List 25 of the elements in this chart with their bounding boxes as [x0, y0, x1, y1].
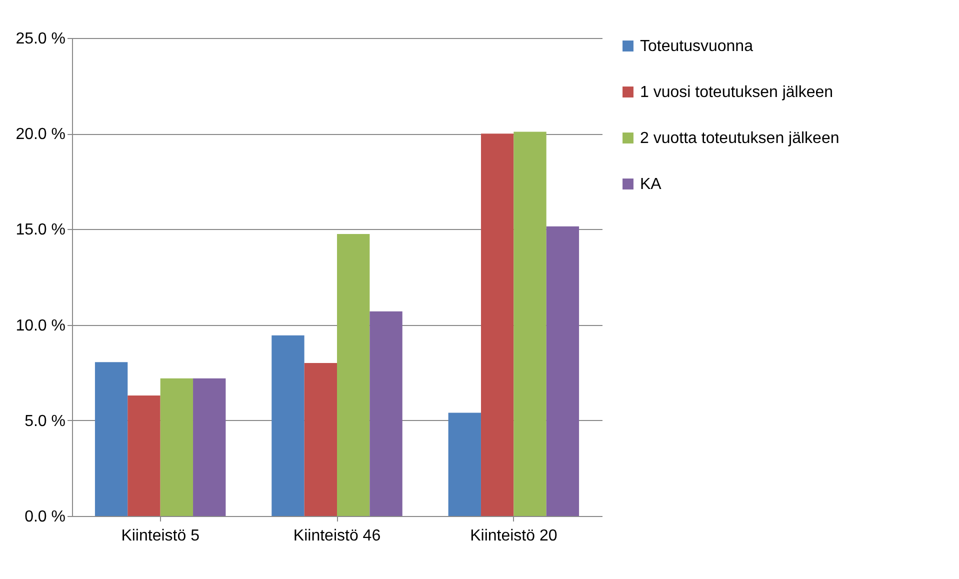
y-tick-label: 5.0 % — [24, 412, 66, 430]
bar — [448, 412, 481, 516]
y-tick-label: 25.0 % — [16, 30, 66, 48]
bar — [128, 396, 160, 516]
bar — [160, 378, 194, 516]
bar — [272, 335, 304, 516]
bar — [514, 132, 546, 516]
legend-label: 2 vuotta toteutuksen jälkeen — [640, 130, 840, 147]
legend-label: Toteutusvuonna — [640, 38, 754, 55]
y-tick-label: 0.0 % — [24, 508, 66, 526]
bar — [94, 362, 128, 516]
y-tick-label: 20.0 % — [16, 126, 66, 144]
bar — [370, 311, 402, 516]
bar — [193, 378, 226, 516]
x-tick-label: Kiinteistö 5 — [121, 528, 200, 544]
bar — [480, 134, 514, 516]
x-tick-label: Kiinteistö 20 — [470, 528, 558, 544]
bar — [546, 226, 580, 516]
bar — [304, 363, 337, 516]
x-tick-label: Kiinteistö 46 — [293, 528, 381, 544]
legend-label: KA — [640, 176, 662, 193]
y-tick-label: 10.0 % — [16, 317, 66, 334]
y-tick-label: 15.0 % — [16, 222, 66, 239]
bar — [337, 234, 370, 516]
legend-label: 1 vuosi toteutuksen jälkeen — [640, 84, 834, 101]
